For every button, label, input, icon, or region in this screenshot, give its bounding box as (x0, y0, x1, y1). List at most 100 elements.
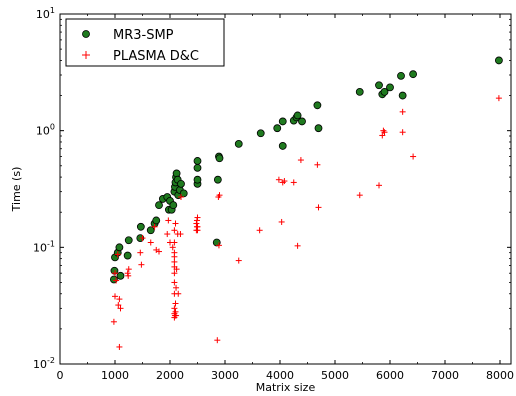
data-point-mr3-smp (273, 124, 282, 133)
x-tick-label: 0 (57, 369, 64, 382)
data-point-mr3-smp (278, 117, 287, 126)
y-tick-label: 100 (36, 123, 55, 138)
data-point-plasma-d-c (399, 129, 406, 136)
data-point-plasma-d-c (376, 182, 382, 189)
data-point-plasma-d-c (114, 251, 121, 258)
data-point-plasma-d-c (235, 257, 242, 264)
data-point-mr3-smp (177, 179, 185, 188)
data-point-plasma-d-c (178, 194, 184, 201)
x-axis-label: Matrix size (256, 381, 316, 394)
data-point-plasma-d-c (171, 270, 178, 277)
data-point-mr3-smp (398, 91, 407, 100)
data-point-mr3-smp (386, 83, 394, 92)
data-point-plasma-d-c (151, 223, 158, 230)
data-point-plasma-d-c (138, 261, 145, 268)
data-point-mr3-smp (169, 201, 178, 210)
data-point-plasma-d-c (281, 178, 288, 185)
y-tick-label: 101 (36, 6, 55, 21)
data-point-plasma-d-c (399, 108, 406, 115)
data-point-mr3-smp (124, 236, 133, 245)
data-point-plasma-d-c (381, 129, 388, 136)
data-point-mr3-smp (375, 81, 383, 90)
data-point-mr3-smp (215, 154, 224, 163)
y-tick-label: 10-2 (33, 356, 55, 371)
data-point-plasma-d-c (214, 337, 221, 344)
data-point-mr3-smp (256, 129, 265, 138)
data-point-mr3-smp (298, 117, 306, 126)
data-point-plasma-d-c (315, 204, 322, 211)
data-point-plasma-d-c (117, 305, 124, 312)
legend-box (65, 18, 225, 67)
legend-marker-plasma-dc (82, 51, 90, 59)
data-point-plasma-d-c (116, 343, 123, 350)
data-point-plasma-d-c (194, 214, 201, 221)
data-point-plasma-d-c (173, 284, 180, 291)
data-point-plasma-d-c (137, 249, 144, 256)
data-point-mr3-smp (123, 251, 132, 260)
data-point-plasma-d-c (173, 266, 180, 273)
data-point-mr3-smp (380, 87, 389, 96)
data-point-plasma-d-c (171, 279, 178, 286)
data-point-plasma-d-c (193, 220, 200, 227)
data-point-plasma-d-c (156, 248, 162, 255)
x-tick-label: 8000 (486, 369, 514, 382)
data-point-mr3-smp (234, 140, 243, 148)
data-point-mr3-smp (193, 175, 202, 184)
data-point-mr3-smp (115, 243, 124, 252)
data-point-plasma-d-c (215, 242, 222, 249)
data-point-mr3-smp (172, 169, 181, 178)
data-point-mr3-smp (136, 222, 145, 231)
data-point-plasma-d-c (171, 227, 178, 234)
x-tick-label: 2000 (156, 369, 184, 382)
data-point-mr3-smp (110, 266, 119, 275)
data-point-plasma-d-c (216, 192, 223, 199)
data-point-mr3-smp (314, 124, 323, 133)
data-point-mr3-smp (409, 70, 418, 79)
data-point-plasma-d-c (124, 270, 131, 277)
x-tick-label: 1000 (101, 369, 129, 382)
data-point-mr3-smp (293, 111, 302, 120)
data-point-plasma-d-c (171, 258, 178, 265)
data-point-plasma-d-c (171, 239, 178, 246)
data-point-plasma-d-c (173, 312, 180, 319)
data-point-plasma-d-c (172, 220, 179, 227)
y-axis: 10-2 10-1 100 101 (33, 6, 511, 371)
data-point-plasma-d-c (112, 293, 118, 300)
data-point-plasma-d-c (139, 235, 146, 242)
data-point-plasma-d-c (410, 153, 417, 160)
data-point-plasma-d-c (112, 270, 118, 277)
data-point-plasma-d-c (125, 266, 132, 273)
data-point-plasma-d-c (175, 290, 182, 297)
legend-label-plasma-dc: PLASMA D&C (113, 49, 199, 64)
data-point-mr3-smp (152, 216, 161, 225)
data-point-plasma-d-c (193, 217, 200, 224)
data-point-plasma-d-c (164, 231, 171, 238)
data-point-plasma-d-c (297, 157, 304, 164)
y-tick-label: 10-1 (33, 239, 55, 254)
data-point-plasma-d-c (256, 227, 263, 234)
legend: MR3-SMP PLASMA D&C (65, 18, 225, 67)
data-point-mr3-smp (355, 87, 364, 96)
x-tick-label: 5000 (321, 369, 349, 382)
data-point-plasma-d-c (294, 242, 301, 249)
data-point-plasma-d-c (379, 132, 386, 139)
data-point-mr3-smp (116, 271, 125, 280)
data-point-mr3-smp (155, 201, 163, 210)
x-axis: 0 1000 2000 3000 4000 5000 6000 7000 8000 (57, 14, 514, 382)
data-point-plasma-d-c (172, 308, 179, 315)
data-point-mr3-smp (146, 226, 155, 235)
data-point-plasma-d-c (278, 218, 285, 225)
x-tick-label: 6000 (376, 369, 404, 382)
data-point-mr3-smp (397, 71, 405, 80)
data-point-plasma-d-c (116, 296, 123, 303)
data-point-plasma-d-c (275, 176, 282, 183)
data-point-plasma-d-c (147, 239, 154, 246)
data-point-plasma-d-c (113, 277, 120, 284)
data-markers (110, 56, 503, 350)
data-point-mr3-smp (193, 157, 202, 165)
data-point-plasma-d-c (125, 272, 132, 279)
x-tick-label: 3000 (211, 369, 239, 382)
data-point-plasma-d-c (165, 217, 172, 224)
data-point-plasma-d-c (314, 161, 321, 168)
